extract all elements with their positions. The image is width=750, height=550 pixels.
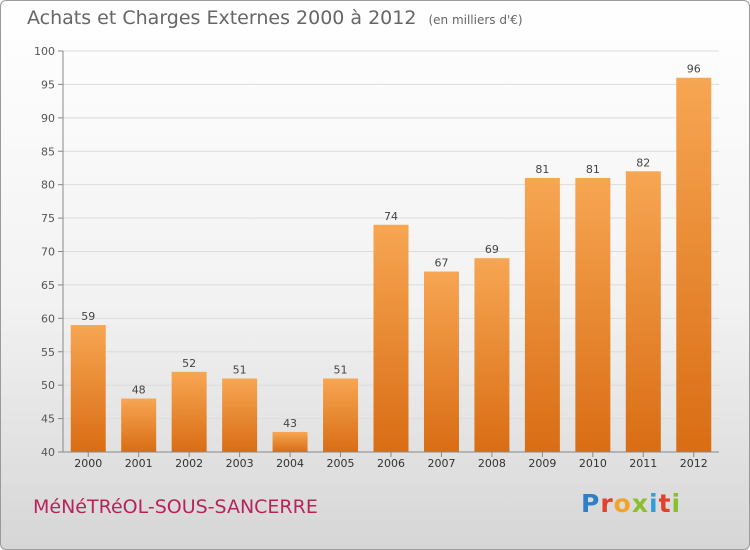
bar-value-label: 48 — [132, 384, 146, 397]
bar-value-label: 81 — [535, 163, 549, 176]
x-tick-label: 2010 — [579, 457, 607, 470]
bar-2004 — [272, 431, 308, 452]
bar-value-label: 52 — [182, 357, 196, 370]
x-axis: 2000 2001 2002 2003 2004 2005 2006 2007 2008 2009… — [63, 451, 719, 470]
bar-2002 — [171, 371, 207, 452]
bar-value-label: 74 — [384, 210, 398, 223]
x-tick-label: 2011 — [629, 457, 657, 470]
x-tick-label: 2007 — [427, 457, 455, 470]
logo-letter: i — [671, 489, 682, 518]
bar-2009 — [524, 177, 560, 452]
bar-2011 — [625, 171, 661, 453]
logo-letter: i — [649, 489, 659, 518]
proxiti-logo[interactable]: Proxiti — [581, 489, 681, 518]
y-tick-label: 90 — [41, 112, 55, 125]
bar-value-label: 51 — [334, 363, 348, 376]
bar-2012 — [676, 77, 712, 452]
logo-letter: o — [613, 489, 632, 518]
bar-2007 — [423, 271, 459, 452]
bar-value-label: 59 — [81, 310, 95, 323]
bar-value-label: 81 — [586, 163, 600, 176]
bar-value-label: 69 — [485, 243, 499, 256]
commune-name: MéNéTRéOL-SOUS-SANCERRE — [33, 496, 318, 518]
y-tick-label: 85 — [41, 145, 55, 158]
bar-2006 — [373, 224, 409, 452]
bars: 59 48 52 51 43 51 74 67 69 81 81 82 96 — [70, 63, 712, 453]
chart-title: Achats et Charges Externes 2000 à 2012 (e… — [27, 7, 523, 29]
x-tick-label: 2003 — [226, 457, 254, 470]
y-tick-label: 80 — [41, 179, 55, 192]
bar-2005 — [323, 378, 359, 452]
bar-2010 — [575, 177, 611, 452]
y-tick-label: 95 — [41, 78, 55, 91]
y-tick-label: 45 — [41, 413, 55, 426]
y-tick-label: 40 — [41, 446, 55, 459]
bar-2001 — [121, 398, 157, 452]
chart-title-text: Achats et Charges Externes 2000 à 2012 — [27, 7, 417, 29]
y-tick-label: 55 — [41, 346, 55, 359]
y-axis: 40 45 50 55 60 65 70 75 80 85 90 95 100 — [34, 45, 64, 459]
logo-letter: x — [631, 489, 649, 518]
y-tick-label: 50 — [41, 379, 55, 392]
bar-value-label: 67 — [434, 257, 448, 270]
x-tick-label: 2004 — [276, 457, 304, 470]
logo-letter: t — [658, 489, 672, 518]
y-tick-label: 100 — [34, 45, 55, 58]
bar-value-label: 82 — [636, 156, 650, 169]
y-tick-label: 70 — [41, 246, 55, 259]
x-tick-label: 2005 — [327, 457, 355, 470]
x-tick-label: 2001 — [125, 457, 153, 470]
x-tick-label: 2002 — [175, 457, 203, 470]
x-tick-label: 2006 — [377, 457, 405, 470]
x-tick-label: 2009 — [528, 457, 556, 470]
bar-value-label: 43 — [283, 417, 297, 430]
bar-2003 — [222, 378, 258, 452]
bar-2008 — [474, 258, 510, 452]
x-tick-label: 2012 — [680, 457, 708, 470]
x-tick-label: 2008 — [478, 457, 506, 470]
logo-letter: P — [581, 489, 601, 518]
x-tick-label: 2000 — [74, 457, 102, 470]
y-tick-label: 75 — [41, 212, 55, 225]
y-tick-label: 60 — [41, 312, 55, 325]
logo-letter: r — [600, 489, 614, 518]
y-tick-label: 65 — [41, 279, 55, 292]
chart-unit: (en milliers d'€) — [428, 13, 523, 27]
bar-value-label: 96 — [687, 63, 701, 76]
bar-value-label: 51 — [233, 363, 247, 376]
bar-2000 — [70, 325, 106, 452]
